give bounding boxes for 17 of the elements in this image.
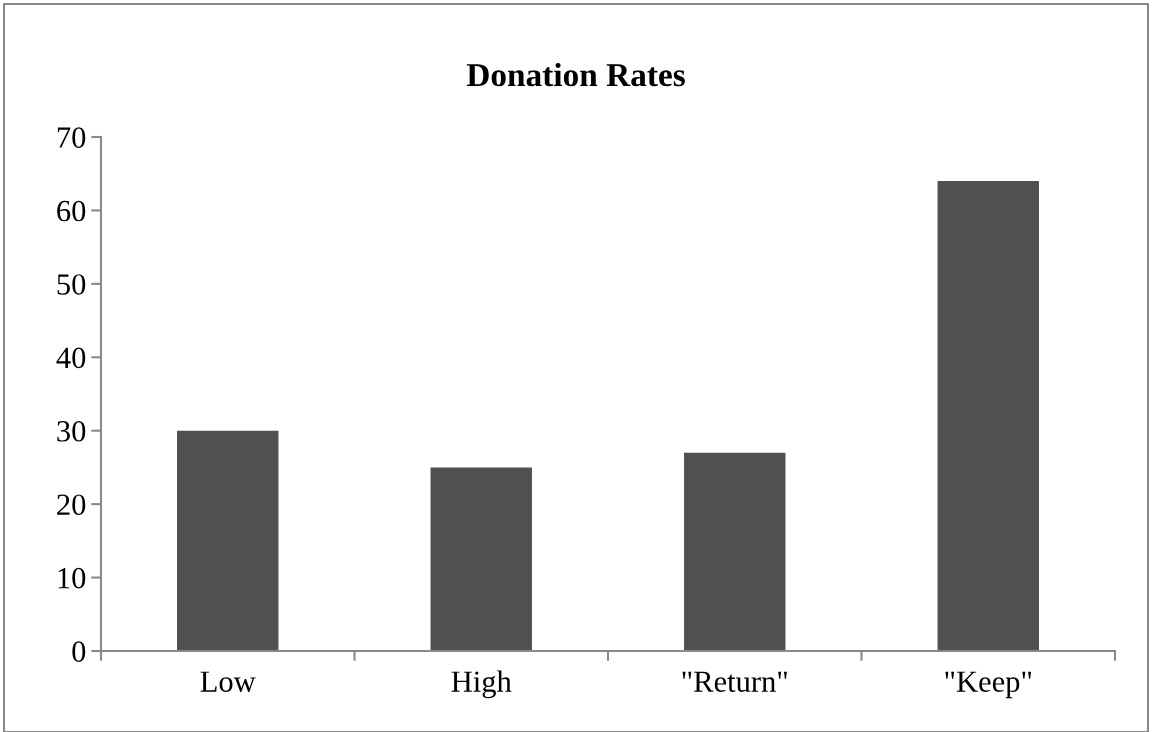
y-tick-label: 40	[56, 347, 86, 369]
y-tick-label: 70	[57, 127, 86, 148]
x-tick-label: "Return"	[682, 671, 787, 692]
bar	[684, 452, 786, 651]
bar	[177, 430, 279, 651]
bar	[430, 467, 532, 651]
bar	[937, 181, 1039, 651]
y-tick-label: 10	[58, 567, 86, 589]
y-tick-label: 0	[72, 641, 86, 662]
chart-title: Donation Rates	[466, 62, 685, 87]
y-tick-label: 50	[57, 274, 86, 295]
y-tick-label: 30	[57, 421, 86, 442]
x-tick-label: High	[451, 670, 512, 699]
y-tick-label: 20	[57, 494, 86, 516]
y-tick-label: 60	[57, 200, 86, 222]
x-tick-label: Low	[200, 671, 256, 692]
x-tick-label: "Keep"	[945, 671, 1032, 699]
